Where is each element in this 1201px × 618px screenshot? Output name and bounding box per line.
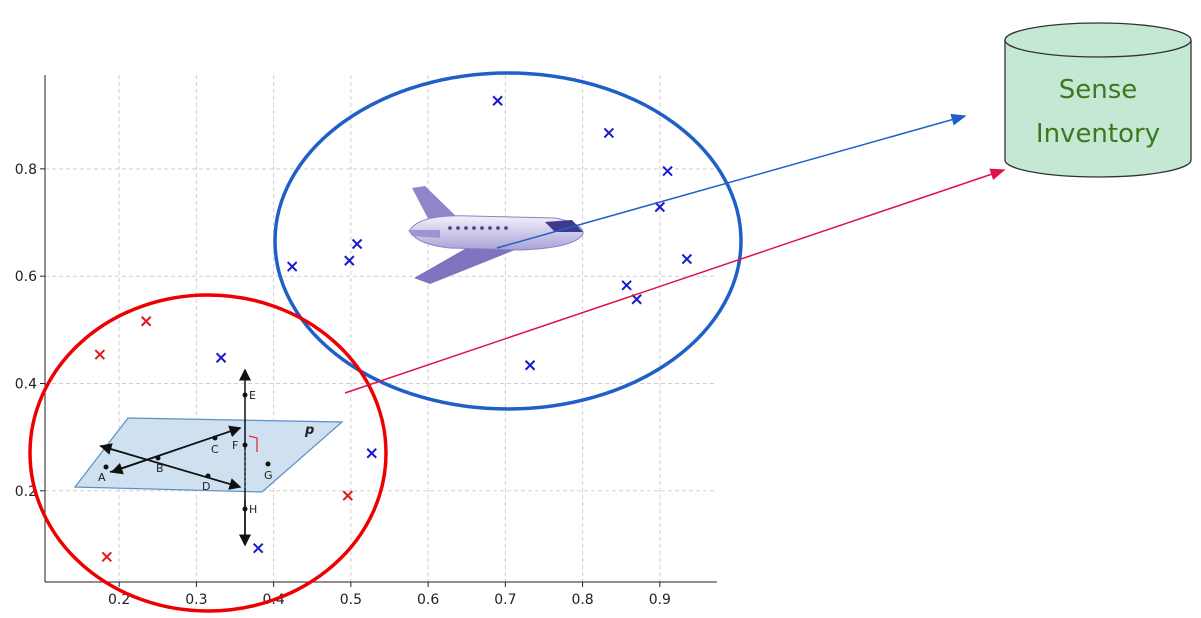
geometry-point — [242, 506, 248, 512]
point — [101, 551, 113, 562]
point-label: F — [232, 439, 238, 452]
point — [140, 316, 152, 327]
x-tick-label: 0.3 — [185, 592, 207, 608]
plot-area: 0.2 0.3 0.4 0.5 0.6 0.7 0.8 0.90.20.40.60.8 — [15, 75, 717, 608]
point-label: H — [249, 503, 257, 516]
red-arrow — [344, 168, 1006, 394]
database-label: Inventory — [1036, 119, 1160, 149]
point — [662, 165, 673, 177]
point — [215, 352, 227, 363]
geometry-point — [103, 464, 109, 470]
point-label: D — [202, 480, 210, 493]
geometry-point — [265, 461, 271, 467]
x-tick-label: 0.6 — [417, 592, 439, 608]
y-tick-label: 0.4 — [15, 376, 37, 392]
point-label: G — [264, 469, 273, 482]
point — [342, 490, 353, 501]
x-tick-label: 0.9 — [649, 592, 671, 608]
point — [654, 201, 666, 213]
point — [492, 95, 503, 106]
point — [286, 261, 298, 272]
plane-label: p — [304, 423, 314, 438]
point-label: C — [211, 443, 219, 456]
geometry-point — [205, 473, 211, 479]
y-tick-label: 0.6 — [15, 269, 37, 285]
blue-arrow — [496, 113, 967, 249]
point — [344, 255, 355, 266]
database-label: Sense — [1059, 75, 1138, 105]
point — [681, 253, 693, 265]
red-ellipse — [28, 293, 388, 613]
point — [524, 360, 536, 371]
point — [94, 349, 106, 360]
geometry-point — [242, 442, 248, 448]
geometry-point — [212, 435, 218, 441]
x-tick-label: 0.2 — [108, 592, 130, 608]
point-label: A — [98, 471, 106, 484]
point-label: E — [249, 389, 256, 402]
geometry-point — [242, 392, 248, 398]
point — [631, 294, 642, 305]
point — [603, 127, 615, 139]
point — [252, 542, 264, 554]
airplane-image — [408, 186, 584, 284]
x-tick-label: 0.7 — [494, 592, 516, 608]
point — [621, 280, 632, 291]
point-label: B — [156, 462, 164, 475]
database: Sense Inventory — [1004, 22, 1192, 178]
y-tick-label: 0.8 — [15, 162, 37, 178]
point — [351, 238, 363, 250]
point — [366, 448, 377, 459]
geometry-point — [155, 455, 161, 461]
y-tick-label: 0.2 — [15, 484, 37, 500]
x-tick-label: 0.5 — [340, 592, 362, 608]
geometry-figure: A B C D E F G H p — [73, 368, 344, 547]
blue-ellipse — [273, 71, 743, 411]
x-tick-label: 0.8 — [571, 592, 593, 608]
